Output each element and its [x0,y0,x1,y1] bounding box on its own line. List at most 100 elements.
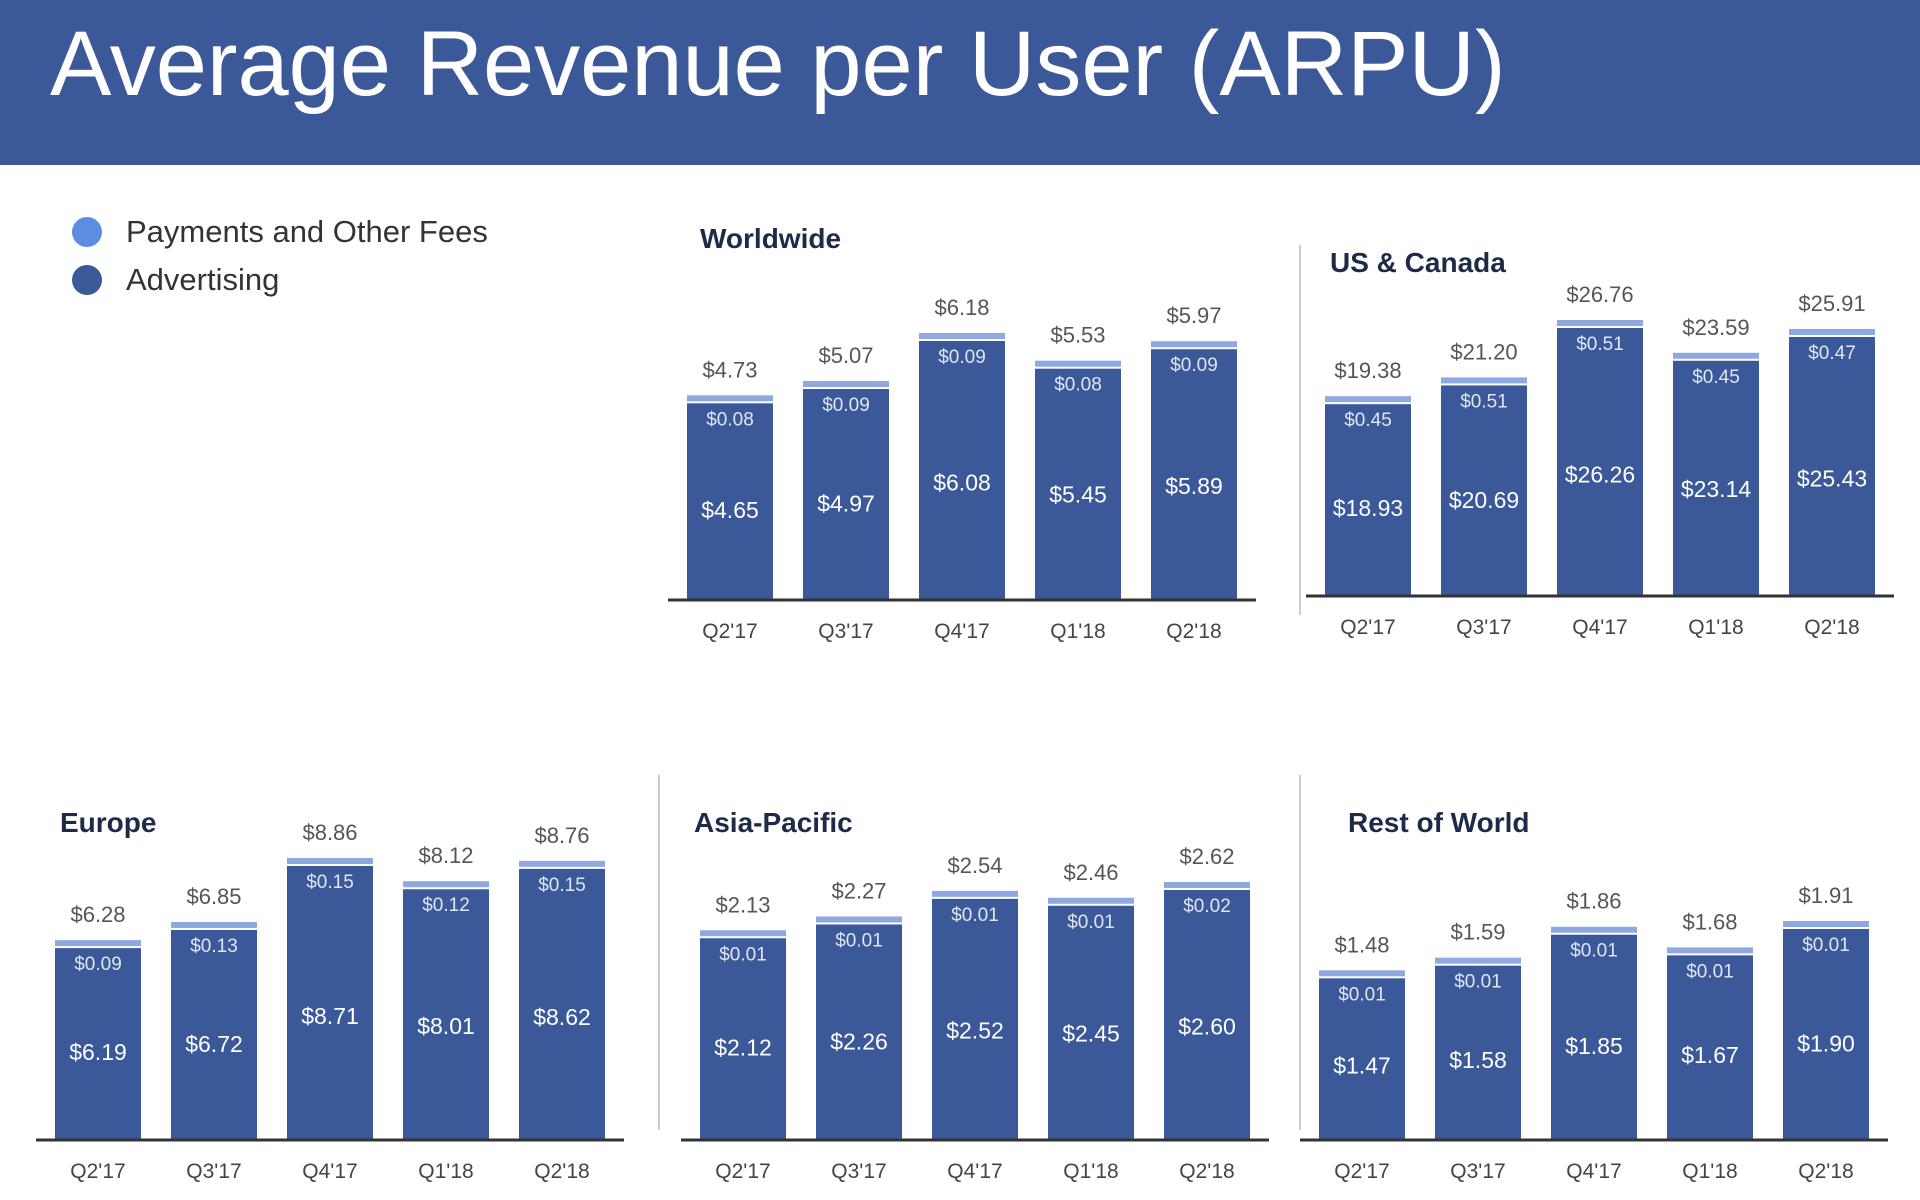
payments-label: $0.01 [1686,961,1734,982]
advertising-label: $18.93 [1333,495,1403,521]
x-tick-label: Q2'18 [534,1160,589,1183]
total-label: $1.86 [1566,889,1621,914]
bar-payments [171,921,257,928]
bar-advertising [816,924,902,1140]
payments-label: $0.01 [835,930,883,951]
x-tick-label: Q4'17 [947,1160,1002,1183]
payments-label: $0.01 [951,905,999,926]
bar-advertising [1783,929,1869,1140]
bar-payments [919,333,1005,339]
x-tick-label: Q1'18 [1688,616,1743,639]
bar-advertising [1789,336,1875,596]
total-label: $19.38 [1334,358,1401,383]
chart-panel-us-canada: US & Canada $19.38 $0.45 $18.93 Q2'17 $21.20 $… [1306,247,1894,639]
advertising-label: $25.43 [1797,466,1867,492]
total-label: $2.46 [1063,860,1118,885]
x-tick-label: Q2'18 [1804,616,1859,639]
bar-advertising [1435,965,1521,1140]
payments-label: $0.09 [1170,355,1218,376]
bar-payments [687,395,773,402]
bar-payments [932,890,1018,897]
x-tick-label: Q2'17 [702,620,757,643]
total-label: $5.97 [1166,303,1221,328]
total-label: $2.62 [1179,844,1234,869]
advertising-label: $2.26 [830,1029,888,1055]
x-tick-label: Q3'17 [818,620,873,643]
bar-advertising [55,948,141,1140]
payments-label: $0.47 [1808,343,1856,364]
total-label: $1.59 [1450,920,1505,945]
payments-label: $0.02 [1183,896,1231,917]
bar-advertising [1048,905,1134,1140]
total-label: $2.54 [947,853,1002,878]
bar-advertising [803,389,889,600]
x-tick-label: Q3'17 [1456,616,1511,639]
advertising-label: $4.65 [701,497,759,523]
advertising-label: $1.58 [1449,1047,1507,1073]
payments-label: $0.08 [706,409,754,430]
bar-advertising [700,938,786,1140]
bar-payments [1164,882,1250,888]
bar-payments [287,858,373,864]
bar-payments [1551,926,1637,933]
bar-payments [519,860,605,867]
payments-label: $0.15 [538,875,586,896]
chart-title: Europe [60,807,156,838]
bar-advertising [932,898,1018,1140]
payments-label: $0.15 [306,872,354,893]
payments-label: $0.09 [74,954,122,975]
bar-advertising [1325,404,1411,596]
payments-label: $0.51 [1576,334,1624,355]
bar-payments [1441,377,1527,384]
legend-swatch-payments [72,217,102,247]
total-label: $5.53 [1050,323,1105,348]
bar-payments [1325,396,1411,403]
chart-title: Worldwide [700,223,841,254]
bar-advertising [171,929,257,1140]
bar-payments [403,881,489,888]
advertising-label: $1.90 [1797,1031,1855,1057]
advertising-label: $5.89 [1165,473,1223,499]
x-tick-label: Q2'17 [70,1160,125,1183]
total-label: $2.13 [715,892,770,917]
x-tick-label: Q2'17 [1340,616,1395,639]
payments-label: $0.01 [1802,935,1850,956]
total-label: $4.73 [702,357,757,382]
bar-payments [1319,970,1405,977]
bar-payments [700,930,786,937]
chart-title: US & Canada [1330,247,1506,278]
advertising-label: $2.60 [1178,1013,1236,1039]
x-tick-label: Q1'18 [1050,620,1105,643]
bar-advertising [1557,328,1643,596]
bar-payments [1673,352,1759,359]
x-tick-label: Q4'17 [1572,616,1627,639]
payments-label: $0.01 [1338,984,1386,1005]
advertising-label: $8.01 [417,1013,475,1039]
advertising-label: $1.67 [1681,1042,1739,1068]
chart-title: Rest of World [1348,807,1529,838]
bar-payments [1783,921,1869,927]
advertising-label: $1.85 [1565,1033,1623,1059]
legend-label: Payments and Other Fees [126,214,488,249]
bar-payments [1048,897,1134,904]
chart-panel-asia-pacific: Asia-Pacific $2.13 $0.01 $2.12 Q2'17 $2.27 $0.… [681,807,1269,1183]
bar-payments [1035,360,1121,367]
payments-label: $0.08 [1054,375,1102,396]
bar-advertising [287,866,373,1140]
payments-label: $0.01 [1067,912,1115,933]
bar-payments [1789,328,1875,335]
bar-advertising [1551,934,1637,1140]
bar-advertising [1667,955,1753,1140]
advertising-label: $5.45 [1049,482,1107,508]
total-label: $1.48 [1334,932,1389,957]
x-tick-label: Q2'18 [1179,1160,1234,1183]
bar-advertising [687,403,773,600]
legend-label: Advertising [126,262,280,297]
bar-payments [816,916,902,923]
advertising-label: $8.62 [533,1004,591,1030]
legend: Payments and Other Fees Advertising [72,208,488,304]
total-label: $21.20 [1450,339,1517,364]
x-tick-label: Q4'17 [1566,1160,1621,1183]
total-label: $2.27 [831,878,886,903]
legend-item-advertising: Advertising [72,256,488,304]
